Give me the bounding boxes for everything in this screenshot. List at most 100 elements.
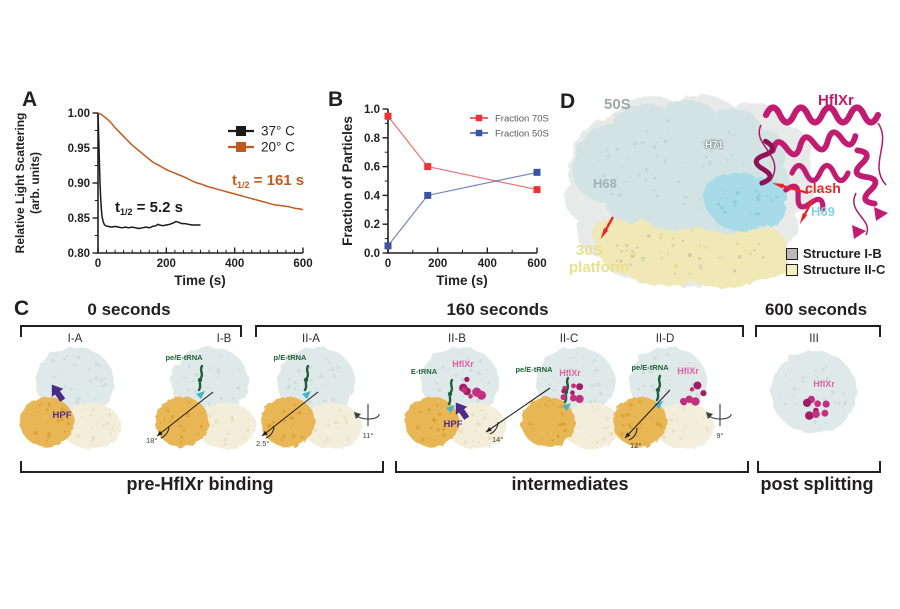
svg-text:1.0: 1.0 bbox=[364, 104, 380, 116]
svg-text:HflXr: HflXr bbox=[559, 368, 581, 378]
structure-art-II-D: II-D pe/E-tRNA HflXr 12° 9° bbox=[613, 333, 732, 450]
time-group-600s: 600 seconds bbox=[764, 300, 868, 319]
svg-text:18°: 18° bbox=[146, 436, 157, 445]
svg-text:0: 0 bbox=[385, 258, 391, 270]
svg-text:II-A: II-A bbox=[302, 333, 320, 345]
panel-a-label: A bbox=[22, 88, 38, 111]
svg-text:t1/2 = 5.2 s: t1/2 = 5.2 s bbox=[115, 199, 183, 217]
svg-text:0: 0 bbox=[95, 258, 101, 270]
svg-text:0.6: 0.6 bbox=[364, 162, 380, 174]
svg-text:II-C: II-C bbox=[560, 333, 579, 345]
structure-thumb-I-A: I-A HPF bbox=[12, 330, 142, 466]
svg-text:E-tRNA: E-tRNA bbox=[411, 367, 438, 376]
panel-c-label: C bbox=[14, 297, 30, 320]
label-h71: H71 bbox=[705, 140, 724, 151]
svg-text:200: 200 bbox=[428, 258, 447, 270]
svg-text:Time (s): Time (s) bbox=[436, 273, 488, 288]
svg-text:400: 400 bbox=[478, 258, 497, 270]
svg-text:2.5°: 2.5° bbox=[256, 439, 269, 448]
svg-text:(arb. units): (arb. units) bbox=[28, 152, 42, 214]
label-platform: platform bbox=[569, 259, 629, 276]
legend-structure-iic-label: Structure II-C bbox=[803, 262, 886, 277]
label-clash: clash bbox=[805, 180, 841, 196]
svg-text:Time (s): Time (s) bbox=[174, 273, 226, 288]
svg-text:p/E-tRNA: p/E-tRNA bbox=[274, 353, 307, 362]
light-scattering-chart: 0 200 400 600 0.80 0.85 0.90 0.95 1.00 37° C20° C… bbox=[13, 108, 313, 288]
svg-text:12°: 12° bbox=[630, 441, 641, 450]
svg-text:HflXr: HflXr bbox=[677, 366, 699, 376]
svg-text:20° C: 20° C bbox=[261, 140, 295, 155]
svg-text:Fraction 70S: Fraction 70S bbox=[495, 114, 549, 125]
label-hflxr: HflXr bbox=[818, 92, 854, 109]
phase-post-splitting: post splitting bbox=[760, 474, 874, 494]
svg-text:400: 400 bbox=[225, 258, 244, 270]
panel-d-label: D bbox=[560, 90, 576, 113]
structure-thumb-II-D: II-D pe/E-tRNA HflXr 12° 9° bbox=[600, 330, 732, 466]
bracket-post-splitting bbox=[757, 461, 881, 473]
swatch-structure-iic bbox=[786, 263, 798, 276]
structure-thumb-II-C: II-C pe/E-tRNA HflXr 14° bbox=[485, 330, 622, 466]
swatch-structure-ib bbox=[786, 247, 798, 260]
structure-art-II-A: II-A p/E-tRNA 2.5° 11° bbox=[256, 333, 380, 449]
svg-text:9°: 9° bbox=[716, 431, 723, 440]
svg-text:0.2: 0.2 bbox=[364, 219, 380, 231]
svg-text:HflXr: HflXr bbox=[452, 359, 474, 369]
svg-text:I-A: I-A bbox=[68, 333, 83, 345]
bracket-0s bbox=[20, 325, 242, 337]
svg-text:t1/2 = 161 s: t1/2 = 161 s bbox=[232, 172, 304, 190]
svg-text:0.0: 0.0 bbox=[364, 248, 380, 260]
legend-structure-ib-label: Structure I-B bbox=[803, 246, 882, 261]
svg-text:0.95: 0.95 bbox=[68, 143, 91, 155]
svg-text:HflXr: HflXr bbox=[813, 379, 835, 389]
structure-thumb-II-A: II-A p/E-tRNA 2.5° 11° bbox=[248, 330, 380, 466]
svg-text:HPF: HPF bbox=[444, 419, 463, 430]
svg-text:Fraction of Particles: Fraction of Particles bbox=[340, 116, 355, 246]
cryoem-map bbox=[565, 94, 888, 288]
panel-b-label: B bbox=[328, 88, 344, 111]
structure-art-I-B: I-B pe/E-tRNA 18° bbox=[146, 333, 256, 449]
svg-text:III: III bbox=[809, 333, 819, 345]
legend-structure-iic: Structure II-C bbox=[786, 262, 885, 277]
particle-fraction-chart: 0 200 400 600 0.0 0.2 0.4 0.6 0.8 1.0 Fraction 70S… bbox=[340, 104, 549, 288]
svg-text:600: 600 bbox=[293, 258, 312, 270]
bracket-160s bbox=[255, 325, 744, 337]
label-h69: H69 bbox=[811, 204, 835, 219]
svg-text:600: 600 bbox=[527, 258, 546, 270]
legend-structure-ib: Structure I-B bbox=[786, 246, 882, 261]
svg-text:0.90: 0.90 bbox=[68, 178, 90, 190]
panel-d: D 50S HflXr H68 H71 clash H69 30S platfo… bbox=[556, 85, 900, 300]
svg-text:0.8: 0.8 bbox=[364, 133, 381, 145]
svg-text:Relative Light Scattering: Relative Light Scattering bbox=[13, 113, 27, 254]
svg-text:HPF: HPF bbox=[53, 410, 72, 421]
svg-text:Fraction 50S: Fraction 50S bbox=[495, 129, 549, 140]
label-h68: H68 bbox=[593, 176, 617, 191]
svg-text:I-B: I-B bbox=[217, 333, 232, 345]
structure-thumb-I-B: I-B pe/E-tRNA 18° bbox=[132, 330, 262, 466]
svg-text:0.4: 0.4 bbox=[364, 190, 381, 202]
time-group-0s: 0 seconds bbox=[87, 300, 171, 319]
svg-text:pe/E-tRNA: pe/E-tRNA bbox=[631, 363, 669, 372]
svg-text:pe/E-tRNA: pe/E-tRNA bbox=[515, 365, 553, 374]
svg-text:II-D: II-D bbox=[656, 333, 675, 345]
structure-thumb-II-B: II-B E-tRNA HflXr HPF bbox=[395, 330, 525, 466]
label-50s: 50S bbox=[604, 96, 631, 113]
svg-text:0.85: 0.85 bbox=[68, 213, 91, 225]
svg-text:200: 200 bbox=[157, 258, 176, 270]
structure-art-I-A: I-A HPF bbox=[20, 333, 121, 449]
svg-text:0.80: 0.80 bbox=[68, 248, 90, 260]
structure-art-II-C: II-C pe/E-tRNA HflXr 14° bbox=[485, 333, 622, 449]
svg-text:pe/E-tRNA: pe/E-tRNA bbox=[165, 353, 203, 362]
structure-thumb-III: III HflXr bbox=[750, 330, 880, 466]
svg-text:37° C: 37° C bbox=[261, 124, 295, 139]
label-30s: 30S bbox=[576, 242, 603, 259]
svg-text:II-B: II-B bbox=[448, 333, 466, 345]
bracket-intermediates bbox=[395, 461, 749, 473]
phase-intermediates: intermediates bbox=[511, 474, 629, 494]
structure-art-III: III HflXr bbox=[771, 333, 857, 433]
structure-art-II-B: II-B E-tRNA HflXr HPF bbox=[405, 333, 506, 449]
phase-pre-binding: pre-HflXr binding bbox=[126, 474, 274, 494]
svg-text:14°: 14° bbox=[492, 435, 503, 444]
svg-text:11°: 11° bbox=[363, 431, 374, 440]
time-group-160s: 160 seconds bbox=[446, 300, 549, 319]
